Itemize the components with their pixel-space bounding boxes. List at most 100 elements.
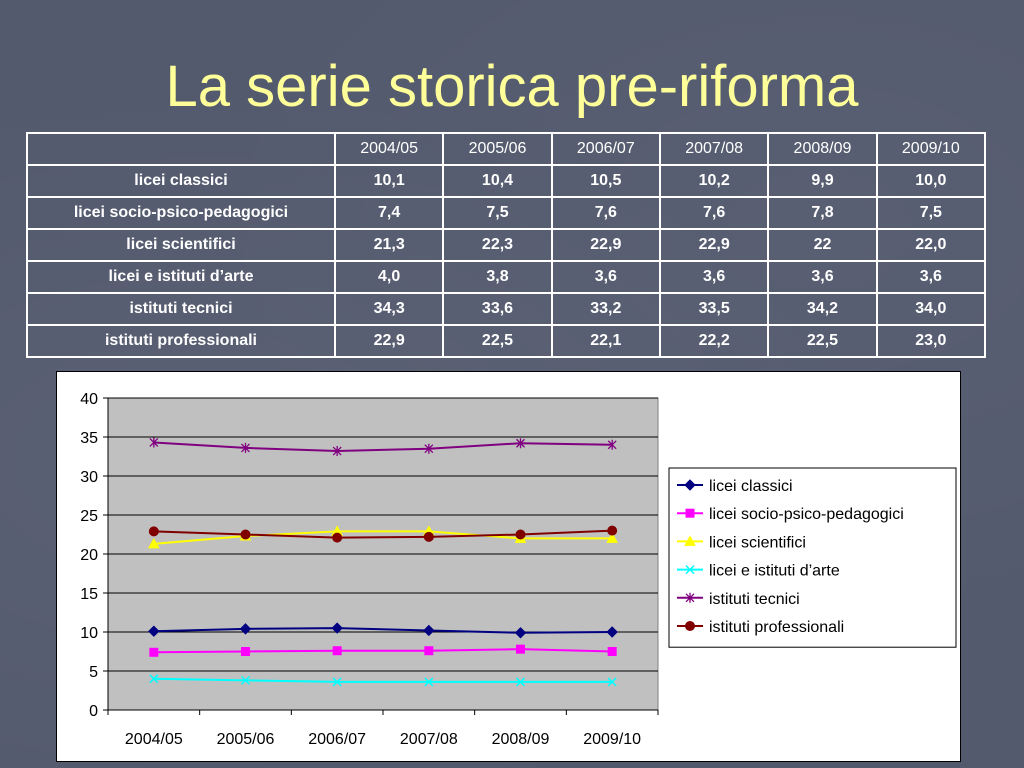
data-point xyxy=(606,532,619,543)
table-header-cell: 2004/05 xyxy=(333,132,445,166)
table-header-cell: 2006/07 xyxy=(550,132,661,166)
data-point xyxy=(516,438,525,449)
x-tick-label: 2007/08 xyxy=(400,731,458,748)
legend-marker xyxy=(684,535,696,546)
series-line xyxy=(153,441,613,453)
legend-marker xyxy=(685,565,695,575)
legend-label: licei scientifici xyxy=(709,534,806,551)
table-header-cell: 2009/10 xyxy=(875,132,987,166)
table-row: istituti tecnici 34,3 33,6 33,2 33,5 34,… xyxy=(26,292,987,326)
table-cell: 22,2 xyxy=(658,324,770,358)
y-tick-label: 20 xyxy=(80,547,98,564)
legend-label: licei classici xyxy=(709,478,793,495)
data-point xyxy=(240,529,251,540)
data-point xyxy=(332,677,342,687)
table-cell: 33,5 xyxy=(658,292,770,326)
data-point xyxy=(515,677,526,687)
table-cell: 3,6 xyxy=(875,260,987,294)
table-cell: 10,0 xyxy=(875,164,987,198)
legend-label: licei socio-psico-pedagogici xyxy=(709,506,904,523)
data-point xyxy=(147,537,160,549)
data-point xyxy=(149,437,159,448)
y-tick-label: 35 xyxy=(80,430,98,447)
table-cell: 34,2 xyxy=(767,292,878,326)
table-cell: 7,5 xyxy=(442,196,553,230)
slide-title: La serie storica pre-riforma xyxy=(165,54,859,119)
table-cell: 7,6 xyxy=(550,196,661,230)
data-point xyxy=(241,647,250,656)
series-line xyxy=(153,627,613,634)
data-point xyxy=(424,646,434,656)
data-point xyxy=(607,439,617,450)
table-cell: 22,1 xyxy=(550,324,661,358)
table-row: licei classici 10,1 10,4 10,5 10,2 9,9 1… xyxy=(26,164,987,198)
row-label: licei scientifici xyxy=(26,228,336,262)
legend-label: istituti tecnici xyxy=(709,591,800,608)
table-row: istituti professionali 22,9 22,5 22,1 22… xyxy=(26,324,987,358)
y-tick-label: 30 xyxy=(80,469,98,486)
legend xyxy=(668,467,957,648)
data-point xyxy=(148,625,160,637)
line-chart: 0 5 10 15 20 25 30 35 40 2004/05 2005/06 2006/07 200… xyxy=(56,371,961,762)
data-point xyxy=(515,529,526,540)
data-point xyxy=(240,675,251,685)
data-point xyxy=(607,677,617,687)
table-cell: 23,0 xyxy=(875,324,987,358)
table-cell: 10,2 xyxy=(658,164,770,198)
table-row: licei scientifici 21,3 22,3 22,9 22,9 22… xyxy=(26,228,987,262)
table-cell: 22,3 xyxy=(442,228,553,262)
x-tick-label: 2009/10 xyxy=(583,731,641,748)
data-point xyxy=(148,526,159,537)
data-point xyxy=(241,442,250,453)
table-cell: 34,0 xyxy=(875,292,987,326)
table-cell: 9,9 xyxy=(767,164,878,198)
table-cell: 10,5 xyxy=(550,164,661,198)
table-cell: 4,0 xyxy=(333,260,445,294)
table-cell: 22,5 xyxy=(442,324,553,358)
table-cell: 22 xyxy=(767,228,878,262)
table-cell: 33,2 xyxy=(550,292,661,326)
data-point xyxy=(424,443,434,454)
table-header-cell: 2008/09 xyxy=(767,132,878,166)
table-cell: 3,8 xyxy=(442,260,553,294)
table-cell: 34,3 xyxy=(333,292,445,326)
chart-canvas: 0 5 10 15 20 25 30 35 40 2004/05 2005/06 2006/07 200… xyxy=(80,391,957,748)
table-cell: 22,9 xyxy=(658,228,770,262)
legend-marker xyxy=(685,592,695,603)
table-cell: 7,8 xyxy=(767,196,878,230)
legend-label: licei e istituti d’arte xyxy=(709,563,840,580)
legend-marker xyxy=(685,621,695,631)
data-point xyxy=(607,647,617,656)
data-point xyxy=(149,674,159,684)
data-table: 2004/05 2005/06 2006/07 2007/08 2008/09 … xyxy=(26,132,987,358)
data-point xyxy=(331,622,343,634)
series-line xyxy=(153,648,613,654)
legend-marker xyxy=(684,479,696,491)
series-line xyxy=(153,677,613,683)
x-tick-label: 2008/09 xyxy=(492,731,550,748)
data-point xyxy=(149,647,159,657)
data-point xyxy=(606,626,618,638)
series-line xyxy=(153,530,613,545)
table-cell: 21,3 xyxy=(333,228,445,262)
table-header-cell: 2005/06 xyxy=(442,132,553,166)
x-tick-label: 2005/06 xyxy=(217,731,275,748)
legend-label: istituti professionali xyxy=(709,619,844,636)
data-point xyxy=(423,531,434,542)
y-tick-label: 25 xyxy=(80,508,98,525)
table-cell: 22,9 xyxy=(550,228,661,262)
y-tick-label: 0 xyxy=(89,703,98,720)
table-cell: 3,6 xyxy=(658,260,770,294)
table-cell: 10,1 xyxy=(333,164,445,198)
table-cell: 3,6 xyxy=(550,260,661,294)
table-cell: 7,4 xyxy=(333,196,445,230)
data-point xyxy=(332,532,343,543)
table-header-cell xyxy=(26,132,336,166)
table-cell: 22,0 xyxy=(875,228,987,262)
data-point xyxy=(514,627,527,639)
table-cell: 7,6 xyxy=(658,196,770,230)
row-label: licei e istituti d’arte xyxy=(26,260,336,294)
data-point xyxy=(516,644,525,654)
table-cell: 10,4 xyxy=(442,164,553,198)
data-point xyxy=(423,624,435,637)
